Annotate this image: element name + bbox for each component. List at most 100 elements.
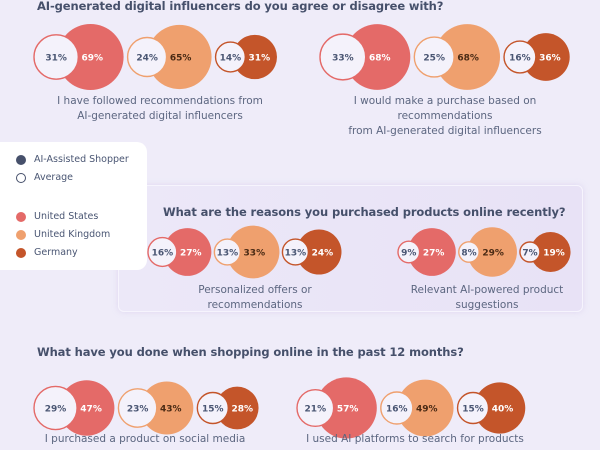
ai-assisted-value-label: 57%: [337, 405, 359, 415]
average-value-label: 13%: [285, 249, 307, 259]
ai-assisted-bubble: [296, 229, 342, 275]
average-value-label: 25%: [423, 54, 445, 64]
ai-assisted-bubble: [467, 227, 517, 277]
average-value-label: 13%: [217, 249, 239, 259]
average-value-label: 24%: [136, 54, 158, 64]
ai-assisted-value-label: 24%: [312, 249, 334, 259]
ai-assisted-value-label: 31%: [249, 54, 271, 64]
ai-assisted-bubble: [434, 24, 501, 90]
ai-assisted-bubble: [315, 377, 377, 439]
legend-item-united-kingdom: United Kingdom: [16, 229, 110, 240]
section-2-title: What are the reasons you purchased produ…: [163, 205, 566, 219]
average-bubble: [117, 388, 158, 428]
average-bubble: [413, 36, 455, 78]
legend-item-germany: Germany: [16, 247, 78, 258]
caption-line: I purchased a product on social media: [44, 433, 246, 445]
average-value-label: 31%: [45, 54, 67, 64]
legend-item-average: Average: [16, 172, 73, 183]
de-color-swatch-icon: [16, 247, 26, 258]
ai-assisted-value-label: 43%: [160, 405, 182, 415]
ai-assisted-bubble: [530, 231, 571, 273]
average-value-label: 15%: [202, 405, 224, 415]
section-3-group-1-caption: I purchased a product on social media: [40, 432, 250, 447]
legend-label: Average: [34, 172, 74, 183]
uk-color-swatch-icon: [16, 229, 26, 240]
ai-assisted-value-label: 27%: [423, 249, 445, 259]
ai-assisted-value-label: 68%: [457, 54, 479, 64]
average-value-label: 16%: [152, 249, 174, 259]
ai-assisted-bubble: [396, 379, 454, 437]
ai-assisted-value-label: 36%: [539, 54, 561, 64]
average-value-label: 8%: [461, 249, 476, 259]
average-bubble: [458, 241, 480, 263]
caption-line: I have followed recommendations from: [57, 95, 263, 107]
legend-item-united-states: United States: [16, 211, 98, 222]
legend-label: United Kingdom: [34, 229, 111, 240]
average-bubble: [319, 33, 367, 81]
caption-line: from AI-generated digital influencers: [348, 125, 542, 137]
average-bubble: [281, 238, 310, 266]
average-bubble: [147, 236, 178, 268]
average-value-label: 29%: [45, 405, 67, 415]
average-value-label: 16%: [509, 54, 531, 64]
legend-label: AI-Assisted Shopper: [34, 154, 129, 165]
section-2-group-1-caption: Personalized offers or recommendations: [150, 283, 360, 313]
ai-assisted-value-label: 65%: [170, 54, 192, 64]
legend-label: United States: [34, 211, 99, 222]
section-1-group-1-caption: I have followed recommendations from AI-…: [40, 94, 280, 124]
average-bubble: [380, 391, 414, 425]
average-bubble: [503, 40, 537, 74]
average-value-label: 9%: [401, 249, 416, 259]
average-value-label: 16%: [386, 405, 408, 415]
ai-assisted-value-label: 69%: [82, 54, 104, 64]
ai-assisted-value-label: 28%: [232, 405, 254, 415]
average-value-label: 14%: [220, 54, 242, 64]
caption-line: I would make a purchase based on recomme…: [353, 95, 537, 122]
average-bubble: [126, 36, 168, 78]
ai-assisted-bubble: [474, 382, 526, 434]
ai-assisted-value-label: 68%: [369, 54, 391, 64]
outline-circle-icon: [16, 172, 26, 183]
ai-assisted-value-label: 33%: [244, 249, 266, 259]
section-1-bubbles: 31% 69% 24% 65% 14% 31% 33% 68% 25% 68% 16% 36%: [33, 23, 570, 91]
average-bubble: [519, 241, 541, 263]
ai-assisted-bubble: [57, 23, 124, 91]
ai-assisted-bubble: [407, 228, 456, 276]
ai-assisted-bubble: [226, 225, 280, 279]
ai-assisted-bubble: [232, 34, 277, 80]
ai-assisted-value-label: 19%: [543, 249, 565, 259]
ai-assisted-bubble: [163, 228, 212, 276]
ai-assisted-bubble: [344, 24, 411, 90]
us-color-swatch-icon: [16, 211, 26, 222]
ai-assisted-value-label: 40%: [492, 405, 514, 415]
legend: AI-Assisted Shopper Average United State…: [0, 142, 147, 270]
average-bubble: [33, 385, 78, 431]
ai-assisted-bubble: [147, 24, 212, 90]
ai-assisted-bubble: [140, 381, 194, 435]
ai-assisted-value-label: 27%: [180, 249, 202, 259]
average-value-label: 21%: [305, 405, 327, 415]
section-1-title: AI-generated digital influencers do you …: [37, 0, 444, 13]
average-bubble: [296, 388, 335, 428]
ai-assisted-value-label: 29%: [482, 249, 504, 259]
average-bubble: [397, 240, 421, 264]
average-bubble: [33, 34, 80, 80]
average-bubble: [196, 391, 230, 425]
average-bubble: [214, 41, 247, 73]
caption-line: AI-generated digital influencers: [77, 110, 243, 122]
average-value-label: 7%: [522, 249, 537, 259]
average-value-label: 33%: [332, 54, 354, 64]
ai-assisted-bubble: [521, 33, 570, 81]
section-3-group-2-caption: I used AI platforms to search for produc…: [300, 432, 530, 447]
caption-line: I used AI platforms to search for produc…: [306, 433, 524, 445]
average-bubble: [456, 391, 490, 425]
section-2-group-2-caption: Relevant AI-powered product suggestions: [392, 283, 582, 313]
ai-assisted-value-label: 49%: [416, 405, 438, 415]
section-1-group-2-caption: I would make a purchase based on recomme…: [310, 94, 580, 139]
average-value-label: 15%: [462, 405, 484, 415]
caption-line: Personalized offers or recommendations: [198, 284, 312, 311]
average-bubble: [213, 238, 242, 266]
ai-assisted-value-label: 47%: [80, 405, 102, 415]
